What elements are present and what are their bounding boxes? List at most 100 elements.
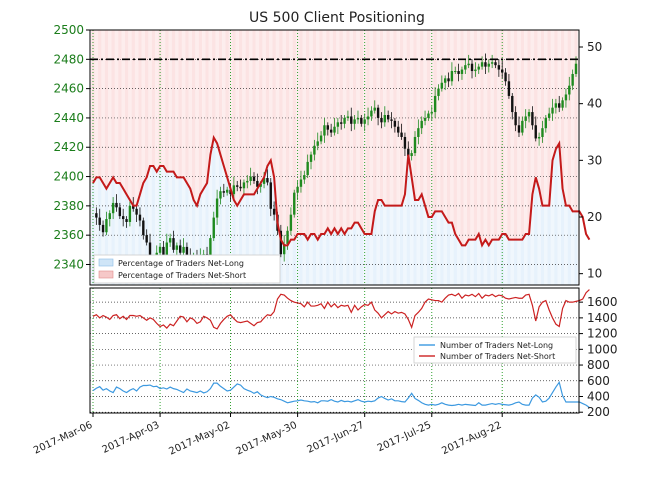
candle-body	[309, 154, 313, 162]
net-short-band	[507, 30, 511, 240]
right-tick-label: 20	[587, 210, 602, 224]
net-short-band	[490, 30, 494, 240]
net-long-band	[131, 205, 135, 285]
candle-body	[501, 69, 504, 73]
candle-body	[142, 220, 145, 236]
lower-tick-label: 200	[587, 405, 610, 419]
net-short-band	[205, 30, 209, 183]
net-short-band	[289, 30, 293, 240]
net-short-band	[248, 30, 253, 195]
candle-body	[373, 107, 376, 111]
candle-body	[464, 65, 467, 70]
candle-body	[319, 135, 323, 142]
net-long-band	[181, 177, 186, 285]
net-short-band	[487, 30, 491, 246]
net-long-band	[316, 239, 320, 285]
lower-tick-label: 800	[587, 358, 610, 372]
candle-body	[524, 116, 527, 121]
net-short-band	[302, 30, 306, 234]
net-short-band	[480, 30, 484, 246]
net-short-band	[111, 30, 115, 178]
net-long-band	[319, 234, 323, 285]
candle-body	[172, 238, 175, 250]
net-long-band	[453, 234, 457, 285]
net-short-band	[483, 30, 488, 240]
net-short-band	[564, 30, 568, 206]
candle-body	[386, 115, 390, 120]
candle-body	[383, 115, 387, 123]
net-long-band	[342, 234, 347, 285]
net-short-band	[108, 30, 112, 183]
net-long-band	[396, 205, 400, 285]
net-long-band	[540, 205, 545, 285]
net-long-band	[336, 234, 340, 285]
net-short-band	[285, 30, 290, 246]
net-long-band	[322, 234, 327, 285]
candle-body	[108, 213, 111, 220]
net-long-band	[359, 228, 364, 285]
net-long-band	[490, 239, 494, 285]
net-short-band	[188, 30, 192, 189]
candle-body	[111, 202, 115, 214]
candle-body	[554, 103, 558, 108]
net-long-band	[208, 154, 213, 285]
candle-body	[537, 136, 541, 139]
net-short-band	[94, 30, 99, 178]
net-long-band	[238, 200, 243, 285]
lower-tick-label: 1200	[587, 327, 618, 341]
candle-body	[360, 117, 363, 124]
candle-body	[299, 179, 303, 187]
net-long-band	[114, 183, 119, 285]
candle-body	[350, 116, 353, 124]
net-long-band	[312, 234, 317, 285]
left-tick-label: 2500	[53, 23, 84, 37]
candle-body	[185, 246, 189, 256]
net-short-band	[171, 30, 176, 172]
net-long-band	[198, 194, 203, 285]
net-long-band	[403, 194, 407, 285]
candle-body	[121, 216, 125, 220]
net-long-band	[500, 234, 504, 285]
net-short-band	[309, 30, 313, 234]
legend-swatch-net-short	[98, 270, 114, 279]
candle-body	[410, 153, 413, 157]
left-tick-label: 2420	[53, 140, 84, 154]
net-long-band	[386, 205, 390, 285]
upper-legend-box	[93, 254, 281, 284]
net-short-band	[446, 30, 451, 223]
net-long-band	[282, 245, 286, 285]
net-long-band	[363, 234, 367, 285]
net-long-band	[165, 171, 169, 285]
net-long-band	[463, 245, 467, 285]
net-short-band	[168, 30, 172, 172]
net-short-band	[366, 30, 370, 234]
net-long-band	[570, 211, 575, 285]
candle-body	[393, 120, 397, 127]
right-tick-label: 40	[587, 97, 602, 111]
candle-body	[346, 116, 350, 118]
net-long-band	[470, 239, 474, 285]
net-short-band	[272, 30, 276, 178]
net-long-band	[202, 188, 206, 285]
net-long-band	[550, 160, 555, 285]
net-long-band	[212, 137, 216, 285]
right-tick-label: 50	[587, 40, 602, 54]
candle-body	[568, 85, 571, 95]
candle-body	[246, 180, 249, 183]
net-short-band	[527, 30, 531, 234]
legend-swatch-net-long	[98, 258, 114, 267]
candle-body	[132, 205, 135, 209]
net-short-band	[104, 30, 109, 189]
net-short-band	[225, 30, 229, 178]
net-long-band	[195, 205, 199, 285]
net-long-band	[423, 205, 427, 285]
candle-body	[98, 217, 101, 225]
candle-body	[282, 243, 286, 255]
net-long-band	[530, 194, 535, 285]
candle-body	[497, 65, 501, 70]
candle-body	[504, 72, 507, 82]
net-short-band	[534, 30, 538, 178]
candle-body	[115, 202, 118, 208]
net-short-band	[359, 30, 364, 229]
net-short-band	[178, 30, 182, 178]
